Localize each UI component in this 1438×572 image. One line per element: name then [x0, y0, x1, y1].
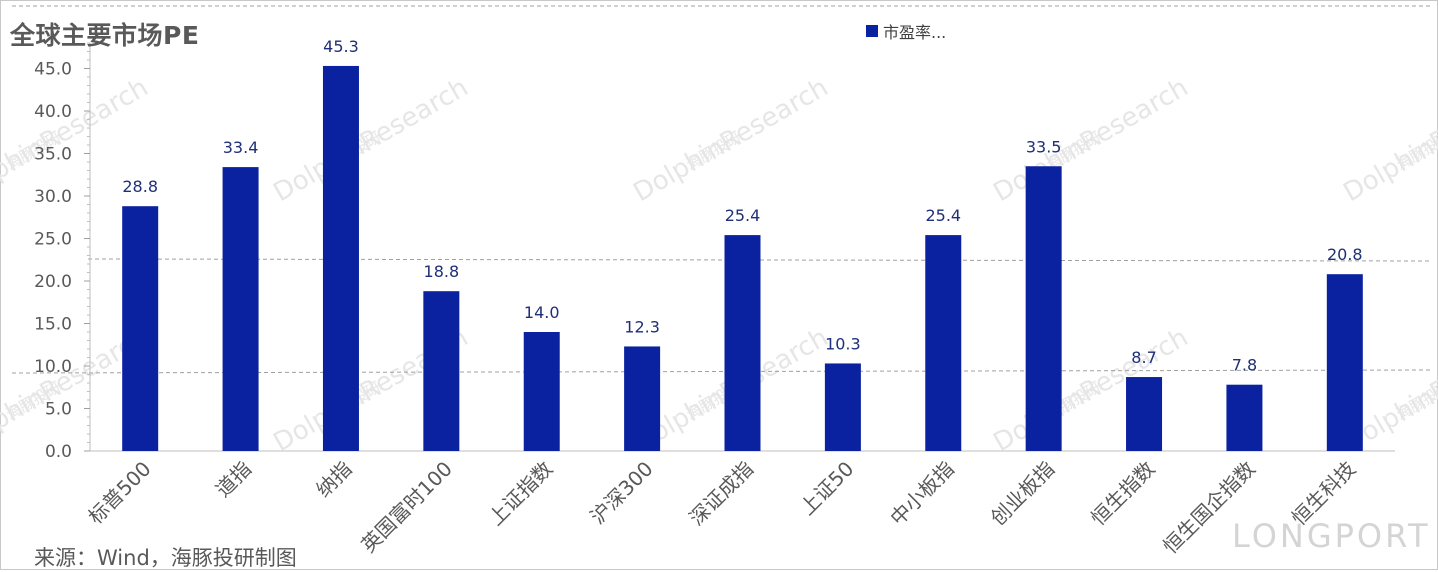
- y-tick-label: 0.0: [45, 442, 72, 462]
- y-tick-label: 45.0: [34, 60, 72, 80]
- watermark-brand-en: DolphinResearch: [269, 73, 474, 209]
- bar: [725, 235, 761, 451]
- data-label: 7.8: [1232, 356, 1257, 375]
- watermark-brand-en: DolphinResearch: [989, 73, 1194, 209]
- x-tick-label: 道指: [211, 457, 256, 502]
- data-label: 8.7: [1131, 348, 1156, 367]
- y-tick-label: 30.0: [34, 187, 72, 207]
- bar: [223, 167, 259, 451]
- y-tick-label: 35.0: [34, 145, 72, 165]
- y-tick-label: 5.0: [45, 400, 72, 420]
- bar: [1327, 274, 1363, 451]
- source-note: 来源：Wind，海豚投研制图: [34, 542, 297, 572]
- data-label: 12.3: [624, 317, 660, 336]
- x-tick-label: 沪深300: [585, 457, 657, 529]
- data-label: 33.5: [1026, 137, 1062, 156]
- x-tick-label: 恒生指数: [1086, 457, 1160, 531]
- y-tick-label: 20.0: [34, 272, 72, 292]
- legend: 市盈率...: [866, 20, 946, 42]
- y-tick-label: 25.0: [34, 230, 72, 250]
- bar: [122, 206, 158, 451]
- longport-watermark: LONGPORT: [1232, 517, 1431, 555]
- data-label: 33.4: [223, 138, 259, 157]
- legend-swatch: [866, 25, 878, 37]
- bar: [1126, 377, 1162, 451]
- y-tick-label: 40.0: [34, 102, 72, 122]
- data-label: 28.8: [122, 177, 158, 196]
- legend-label: 市盈率...: [883, 19, 946, 43]
- bar: [624, 346, 660, 451]
- bar: [323, 66, 359, 451]
- data-label: 20.8: [1327, 245, 1363, 264]
- bar: [1226, 385, 1262, 451]
- y-tick-label: 10.0: [34, 357, 72, 377]
- watermark-brand-en: DolphinResearch: [989, 323, 1194, 459]
- bar: [1026, 166, 1062, 451]
- x-tick-label: 创业板指: [986, 457, 1060, 531]
- bar: [925, 235, 961, 451]
- x-tick-label: 中小板指: [885, 457, 959, 531]
- bar: [423, 291, 459, 451]
- watermark-layer: 海豚投研DolphinResearch海豚投研DolphinResearch海豚…: [0, 73, 1438, 459]
- x-tick-label: 纳指: [311, 457, 356, 502]
- y-tick-label: 15.0: [34, 315, 72, 335]
- x-tick-label: 标普500: [83, 457, 155, 529]
- data-label: 25.4: [725, 206, 761, 225]
- data-label: 25.4: [925, 206, 961, 225]
- data-label: 45.3: [323, 37, 359, 56]
- x-tick-label: 上证指数: [484, 457, 558, 531]
- data-label: 10.3: [825, 334, 861, 353]
- x-tick-label: 英国富时100: [356, 457, 457, 558]
- bar: [524, 332, 560, 451]
- x-tick-label: 上证50: [795, 457, 858, 520]
- x-tick-label: 深证成指: [684, 457, 758, 531]
- watermark-brand-en: DolphinResearch: [1339, 73, 1438, 209]
- data-label: 14.0: [524, 303, 560, 322]
- data-label: 18.8: [424, 262, 460, 281]
- watermark-brand-en: DolphinResearch: [629, 73, 834, 209]
- chart-title: 全球主要市场PE: [10, 16, 199, 52]
- bar: [825, 363, 861, 451]
